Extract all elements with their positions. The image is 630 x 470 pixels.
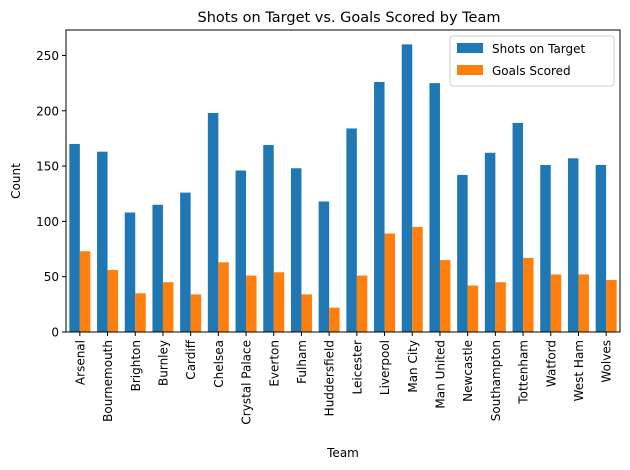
- bar-shots-on-target: [207, 112, 219, 332]
- bar-goals-scored: [301, 294, 312, 332]
- bar-shots-on-target: [152, 204, 163, 332]
- x-tick-label: Newcastle: [461, 340, 475, 402]
- bar-goals-scored: [550, 274, 562, 332]
- x-tick-label: West Ham: [572, 340, 586, 401]
- bar-goals-scored: [578, 274, 589, 332]
- x-tick-label: Tottenham: [517, 340, 531, 405]
- bar-goals-scored: [218, 262, 229, 332]
- y-axis-label: Count: [9, 163, 23, 199]
- legend: Shots on Target Goals Scored: [449, 35, 615, 87]
- bar-goals-scored: [162, 282, 174, 332]
- bar-shots-on-target: [124, 212, 136, 332]
- x-tick-label: Man City: [406, 340, 420, 393]
- bar-shots-on-target: [429, 83, 440, 332]
- bar-goals-scored: [439, 260, 451, 332]
- legend-box: [449, 35, 615, 87]
- bar-shots-on-target: [346, 128, 357, 332]
- bar-shots-on-target: [97, 151, 108, 332]
- y-tick-label: 50: [44, 270, 59, 284]
- bars-layer: [69, 44, 617, 333]
- bar-goals-scored: [135, 293, 146, 332]
- bar-goals-scored: [273, 272, 285, 332]
- x-tick-label: Brighton: [129, 340, 143, 391]
- x-tick-label: Bournemouth: [101, 340, 115, 422]
- bar-shots-on-target: [374, 81, 385, 333]
- bar-shots-on-target: [595, 164, 607, 332]
- x-tick-label: Watford: [544, 340, 558, 387]
- y-axis: 0 50 100 150 200 250: [36, 49, 66, 340]
- x-tick-label: Cardiff: [184, 339, 198, 379]
- x-tick-label: Arsenal: [73, 340, 87, 385]
- bar-shots-on-target: [235, 170, 247, 332]
- bar-shots-on-target: [457, 174, 468, 332]
- x-axis-label: Team: [326, 446, 359, 460]
- bar-goals-scored: [356, 275, 368, 332]
- bar-goals-scored: [79, 251, 91, 332]
- x-tick-label: Everton: [267, 340, 281, 387]
- x-tick-label: Man United: [433, 340, 447, 409]
- y-tick-label: 0: [51, 326, 59, 340]
- x-tick-label: Crystal Palace: [240, 340, 254, 425]
- bar-goals-scored: [246, 275, 257, 332]
- bar-goals-scored: [467, 285, 479, 332]
- bar-shots-on-target: [512, 122, 524, 332]
- chart-title: Shots on Target vs. Goals Scored by Team: [198, 10, 501, 26]
- bar-goals-scored: [606, 280, 617, 332]
- bar-goals-scored: [495, 282, 506, 332]
- x-tick-label: Leicester: [350, 340, 364, 395]
- legend-swatch: [457, 65, 483, 75]
- y-tick-label: 250: [36, 49, 59, 63]
- bar-shots-on-target: [318, 201, 330, 332]
- y-tick-label: 100: [36, 215, 59, 229]
- x-tick-label: Burnley: [156, 340, 170, 386]
- bar-shots-on-target: [69, 143, 80, 332]
- bar-goals-scored: [107, 270, 119, 332]
- y-tick-label: 150: [36, 160, 59, 174]
- x-tick-label: Liverpool: [378, 340, 392, 395]
- bar-shots-on-target: [484, 152, 496, 332]
- y-tick-label: 200: [36, 104, 59, 118]
- bar-shots-on-target: [290, 168, 302, 332]
- legend-label: Goals Scored: [492, 64, 571, 78]
- bar-goals-scored: [412, 226, 423, 332]
- bar-shots-on-target: [567, 158, 579, 332]
- bar-goals-scored: [190, 294, 202, 332]
- bar-shots-on-target: [180, 192, 191, 332]
- plot-frame: [65, 29, 621, 333]
- x-axis: Arsenal Bournemouth Brighton Burnley Cardiff…: [73, 332, 614, 425]
- x-tick-label: Wolves: [600, 340, 614, 383]
- bar-shots-on-target: [401, 44, 413, 332]
- x-tick-label: Chelsea: [212, 340, 226, 388]
- bar-goals-scored: [523, 257, 534, 332]
- legend-swatch: [457, 43, 483, 53]
- bar-goals-scored: [329, 307, 340, 332]
- bar-shots-on-target: [263, 145, 274, 332]
- x-tick-label: Fulham: [295, 340, 309, 384]
- x-tick-label: Huddersfield: [323, 340, 337, 416]
- x-tick-label: Southampton: [489, 340, 503, 421]
- bar-shots-on-target: [540, 164, 551, 332]
- legend-label: Shots on Target: [492, 42, 586, 56]
- bar-goals-scored: [384, 233, 396, 332]
